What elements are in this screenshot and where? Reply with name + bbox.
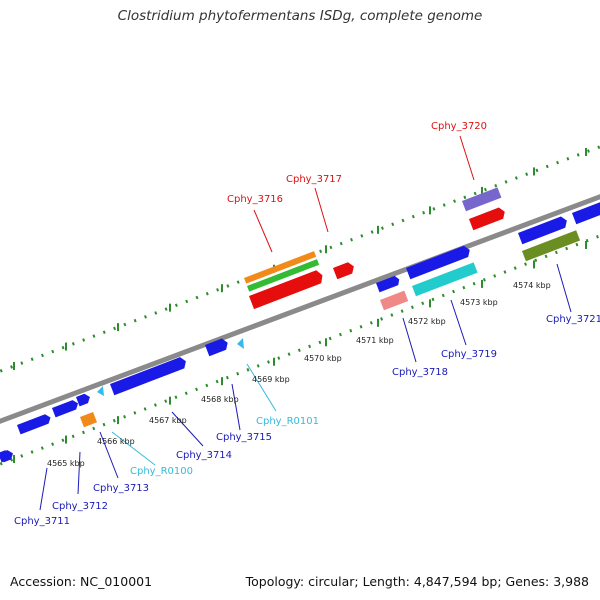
gene-cphy-3717[interactable] xyxy=(333,261,356,280)
connector-3714 xyxy=(171,411,204,447)
connector-r0100 xyxy=(111,431,156,466)
connector-3721 xyxy=(556,263,572,313)
gene-cphy-3718[interactable] xyxy=(376,275,401,293)
connector-3712 xyxy=(77,451,81,495)
kbp-label: 4573 kbp xyxy=(460,298,498,307)
feature-3716-orange xyxy=(244,251,317,284)
connector-3716 xyxy=(253,209,273,253)
feature-3716-green xyxy=(247,259,320,292)
kbp-labels: 4565 kbp 4566 kbp 4567 kbp 4568 kbp 4569… xyxy=(47,281,551,468)
label-cphy-3711[interactable]: Cphy_3711 xyxy=(14,516,70,527)
connector-r0101 xyxy=(246,363,277,412)
kbp-label: 4568 kbp xyxy=(201,395,239,404)
trna-cphy-r0100[interactable] xyxy=(97,386,104,396)
label-cphy-3715[interactable]: Cphy_3715 xyxy=(216,432,272,443)
label-cphy-r0100[interactable]: Cphy_R0100 xyxy=(130,466,193,477)
accession-text: Accession: NC_010001 xyxy=(10,574,153,589)
gene-next[interactable] xyxy=(572,197,600,225)
feature-3719-cyan xyxy=(412,262,478,297)
feature-3721-olive xyxy=(522,230,581,262)
feature-3718-pink xyxy=(380,290,409,311)
label-cphy-3719[interactable]: Cphy_3719 xyxy=(441,349,497,360)
label-cphy-3714[interactable]: Cphy_3714 xyxy=(176,450,232,461)
connector-3720 xyxy=(459,135,475,181)
connector-3713 xyxy=(99,431,119,479)
connector-3718 xyxy=(402,317,417,363)
label-cphy-3713[interactable]: Cphy_3713 xyxy=(93,483,149,494)
lower-colored-features xyxy=(0,230,581,463)
map-title: Clostridium phytofermentans ISDg, comple… xyxy=(117,8,483,24)
feature-3713-orange xyxy=(80,411,98,428)
gene-cphy-3714[interactable] xyxy=(110,356,188,396)
kbp-label: 4570 kbp xyxy=(304,354,342,363)
genome-backbone xyxy=(0,194,600,424)
kbp-label: 4566 kbp xyxy=(97,437,135,446)
major-ticks xyxy=(13,147,587,464)
label-cphy-3716[interactable]: Cphy_3716 xyxy=(227,194,283,205)
kbp-label: 4572 kbp xyxy=(408,317,446,326)
connector-3711 xyxy=(39,467,48,511)
gene-cphy-3713b[interactable] xyxy=(76,392,92,407)
kbp-label: 4571 kbp xyxy=(356,336,394,345)
gene-cphy-3712[interactable] xyxy=(17,413,52,435)
gene-cphy-3716[interactable] xyxy=(249,269,325,310)
feature-3720-purple xyxy=(462,187,502,212)
trna-cphy-r0101[interactable] xyxy=(237,338,244,349)
gene-cphy-3713[interactable] xyxy=(52,399,80,418)
lower-tick-ring-dots xyxy=(0,234,600,466)
gene-cphy-3715[interactable] xyxy=(205,337,230,357)
topology-text: Topology: circular; Length: 4,847,594 bp… xyxy=(245,574,589,589)
kbp-label: 4565 kbp xyxy=(47,459,85,468)
connector-3715 xyxy=(231,383,241,431)
gene-cphy-3721[interactable] xyxy=(518,215,569,245)
lower-tick-ring xyxy=(0,234,600,466)
gene-cphy-3720[interactable] xyxy=(469,206,507,231)
kbp-label: 4567 kbp xyxy=(149,416,187,425)
kbp-label: 4574 kbp xyxy=(513,281,551,290)
label-cphy-3712[interactable]: Cphy_3712 xyxy=(52,501,108,512)
forward-strand-features xyxy=(0,197,600,463)
connector-3719 xyxy=(450,299,467,346)
reverse-strand-features xyxy=(244,187,507,310)
label-cphy-3718[interactable]: Cphy_3718 xyxy=(392,367,448,378)
label-cphy-3717[interactable]: Cphy_3717 xyxy=(286,174,342,185)
feature-3711-blue xyxy=(0,450,10,463)
kbp-label: 4569 kbp xyxy=(252,375,290,384)
label-connectors xyxy=(39,135,572,511)
label-cphy-3721[interactable]: Cphy_3721 xyxy=(546,314,600,325)
connector-3717 xyxy=(314,187,329,233)
label-cphy-3720[interactable]: Cphy_3720 xyxy=(431,121,487,132)
label-cphy-r0101[interactable]: Cphy_R0101 xyxy=(256,416,319,427)
gene-labels: Cphy_3711 Cphy_3712 Cphy_3713 Cphy_R0100… xyxy=(14,121,600,527)
gene-cphy-3719[interactable] xyxy=(406,244,472,280)
